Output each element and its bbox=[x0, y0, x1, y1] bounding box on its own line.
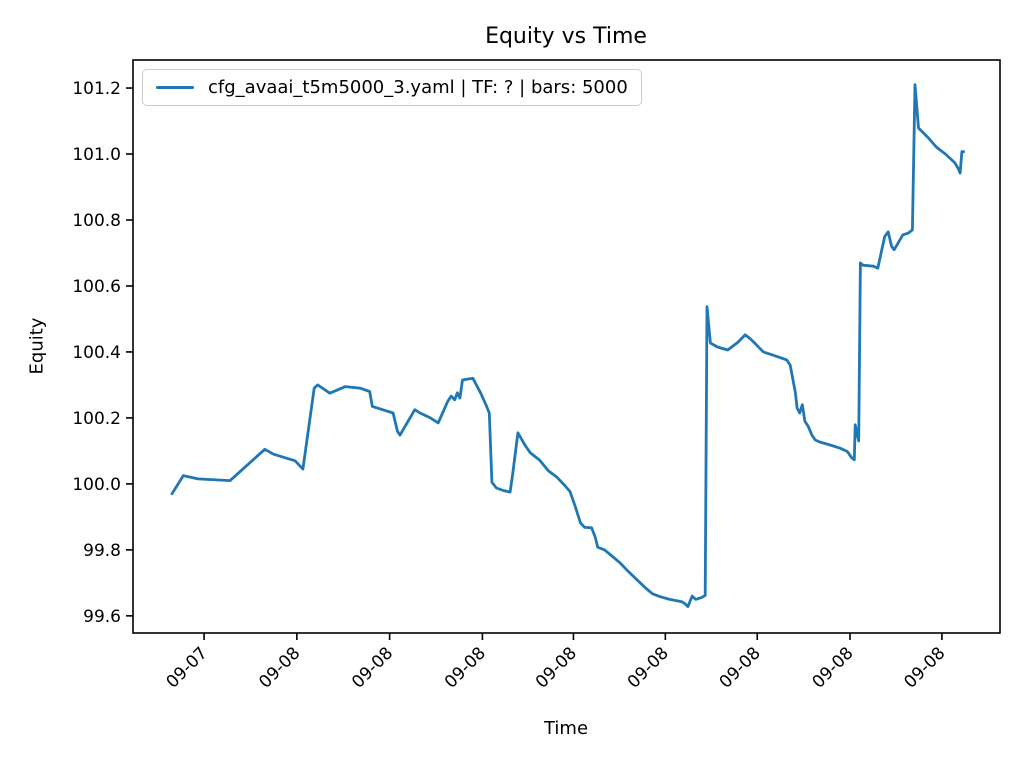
x-tick-label: 09-08 bbox=[900, 643, 949, 692]
x-tick-label: 09-08 bbox=[441, 643, 490, 692]
x-tick-label: 09-08 bbox=[716, 643, 765, 692]
equity-series-line bbox=[170, 83, 965, 608]
y-tick-label: 100.2 bbox=[72, 409, 121, 429]
legend-line-sample-icon bbox=[156, 85, 194, 90]
x-tick-label: 09-08 bbox=[348, 643, 397, 692]
legend: cfg_avaai_t5m5000_3.yaml | TF: ? | bars:… bbox=[142, 69, 642, 106]
y-tick-label: 100.4 bbox=[72, 343, 121, 363]
axes-frame bbox=[132, 59, 1001, 634]
x-tick-label: 09-08 bbox=[532, 643, 581, 692]
y-tick-label: 100.0 bbox=[72, 475, 121, 495]
x-axis-label: Time bbox=[543, 718, 589, 739]
y-tick-label: 100.6 bbox=[72, 277, 121, 297]
legend-label: cfg_avaai_t5m5000_3.yaml | TF: ? | bars:… bbox=[208, 77, 628, 98]
chart-title: Equity vs Time bbox=[485, 24, 647, 49]
y-tick-label: 101.0 bbox=[72, 145, 121, 165]
y-tick-label: 100.8 bbox=[72, 211, 121, 231]
x-tick-label: 09-07 bbox=[163, 643, 212, 692]
y-tick-label: 101.2 bbox=[72, 79, 121, 99]
y-axis-label: Equity bbox=[26, 317, 48, 375]
y-tick-label: 99.6 bbox=[83, 607, 121, 627]
y-tick-label: 99.8 bbox=[83, 541, 121, 561]
x-tick-label: 09-08 bbox=[255, 643, 304, 692]
x-tick-label: 09-08 bbox=[808, 643, 857, 692]
x-tick-label: 09-08 bbox=[624, 643, 673, 692]
